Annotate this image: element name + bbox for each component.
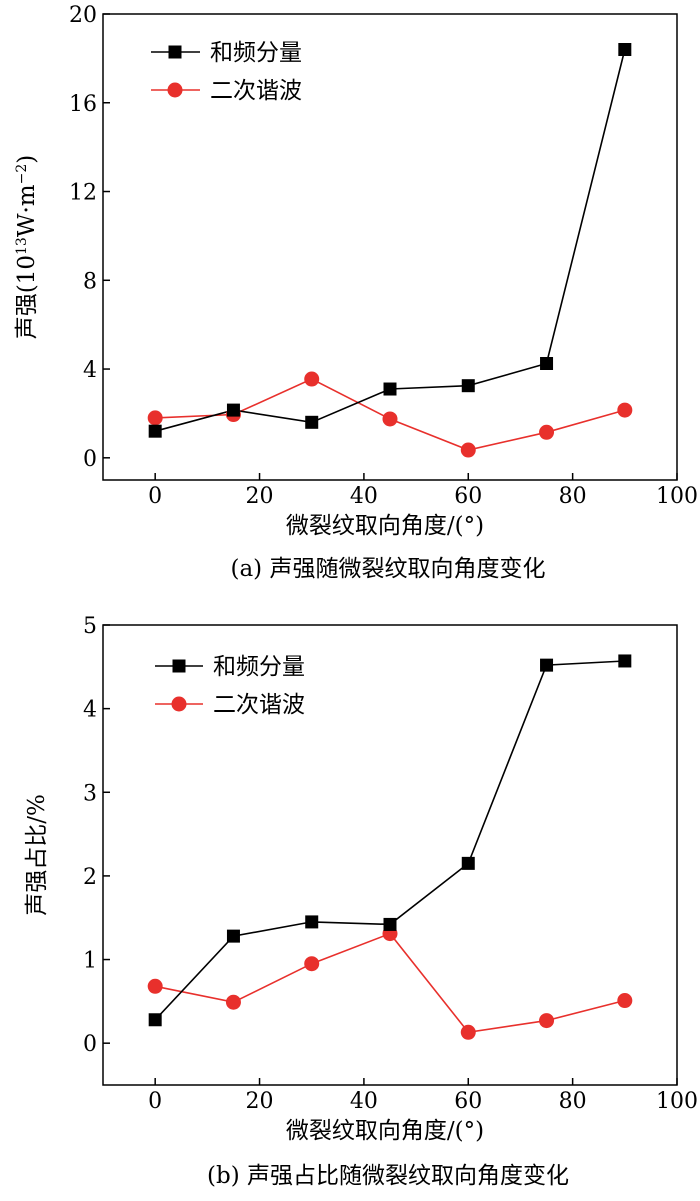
chart-b-axis-ticks: 0 20 40 60 80 100 0 1 2 3 4 5	[83, 614, 698, 1114]
chart-b-legend: 和频分量 二次谐波	[155, 654, 305, 718]
data-point-square	[461, 379, 475, 393]
y-tick-label: 12	[69, 181, 97, 206]
series-line-2	[155, 932, 625, 1034]
chart-b-x-axis-label: 微裂纹取向角度/(°)	[286, 1118, 484, 1144]
legend-b-label-series-2: 二次谐波	[213, 692, 305, 718]
data-point-square	[461, 856, 475, 870]
chart-a-axis-ticks: 0 20 40 60 80 100 0 4 8 12 16 20	[69, 3, 698, 509]
legend-a-circle-marker	[167, 82, 183, 98]
chart-a-caption: (a) 声强随微裂纹取向角度变化	[231, 556, 546, 582]
data-point-square	[618, 654, 632, 668]
x-tick-label: 0	[148, 484, 162, 509]
legend-b-label-series-1: 和频分量	[213, 654, 305, 680]
y-tick-label: 1	[83, 949, 97, 974]
chart-a-x-axis-label: 微裂纹取向角度/(°)	[286, 513, 484, 539]
data-point-circle	[539, 1013, 555, 1029]
x-tick-label: 0	[148, 1089, 162, 1114]
data-point-circle	[460, 442, 476, 458]
data-point-square	[226, 929, 240, 943]
x-tick-label: 40	[350, 1089, 378, 1114]
data-point-square	[148, 1013, 162, 1027]
data-point-square	[305, 415, 319, 429]
chart-a-markers	[147, 43, 633, 458]
chart-a: 0 20 40 60 80 100 0 4 8 12 16 20 和频分量 二次谐波 声强(1013W…	[14, 3, 698, 582]
chart-a-y-axis-label: 声强(1013W·m−2)	[14, 155, 40, 339]
y-tick-label: 4	[83, 358, 97, 383]
series-line-1	[154, 49, 626, 432]
chart-b-caption: (b) 声强占比随微裂纹取向角度变化	[207, 1163, 569, 1189]
y-tick-label: 5	[83, 614, 97, 639]
data-point-circle	[460, 1024, 476, 1040]
y-tick-label: 0	[83, 447, 97, 472]
data-point-square	[226, 403, 240, 417]
x-tick-label: 100	[656, 484, 698, 509]
chart-b-y-axis-label: 声强占比/%	[24, 794, 50, 916]
data-point-square	[383, 917, 397, 931]
data-point-square	[148, 424, 162, 438]
x-tick-label: 40	[350, 484, 378, 509]
y-tick-label: 3	[83, 781, 97, 806]
data-point-square	[540, 658, 554, 672]
data-point-square	[383, 382, 397, 396]
legend-a-label-series-1: 和频分量	[210, 40, 302, 66]
data-point-circle	[382, 411, 398, 427]
data-point-square	[540, 357, 554, 370]
data-point-square	[618, 43, 632, 57]
chart-b: 0 20 40 60 80 100 0 1 2 3 4 5 和频分量 二次谐波 声强占比/% 微裂纹取…	[24, 614, 698, 1189]
y-tick-label: 4	[83, 698, 97, 723]
data-point-square	[305, 915, 319, 929]
data-point-circle	[304, 371, 320, 387]
data-point-circle	[539, 424, 555, 440]
x-tick-label: 20	[246, 1089, 274, 1114]
y-tick-label: 20	[69, 3, 97, 28]
legend-a-square-marker	[168, 45, 182, 59]
chart-b-plot-frame	[102, 624, 678, 1086]
data-point-circle	[617, 993, 633, 1009]
data-point-circle	[147, 978, 163, 994]
y-tick-label: 8	[83, 269, 97, 294]
legend-a-label-series-2: 二次谐波	[210, 78, 302, 104]
chart-b-markers	[147, 654, 633, 1040]
y-tick-label: 0	[83, 1032, 97, 1057]
chart-a-plot-frame	[102, 13, 678, 481]
data-point-circle	[304, 956, 320, 972]
data-point-circle	[225, 994, 241, 1010]
x-tick-label: 80	[559, 484, 587, 509]
x-tick-label: 100	[656, 1089, 698, 1114]
data-point-circle	[617, 402, 633, 418]
x-tick-label: 80	[559, 1089, 587, 1114]
legend-b-square-marker	[172, 659, 186, 673]
chart-a-legend: 和频分量 二次谐波	[151, 40, 302, 104]
x-tick-label: 60	[454, 1089, 482, 1114]
y-tick-label: 2	[83, 865, 97, 890]
y-tick-label: 16	[69, 92, 97, 117]
data-point-circle	[147, 410, 163, 426]
legend-b-circle-marker	[171, 696, 187, 712]
x-tick-label: 60	[454, 484, 482, 509]
x-tick-label: 20	[246, 484, 274, 509]
